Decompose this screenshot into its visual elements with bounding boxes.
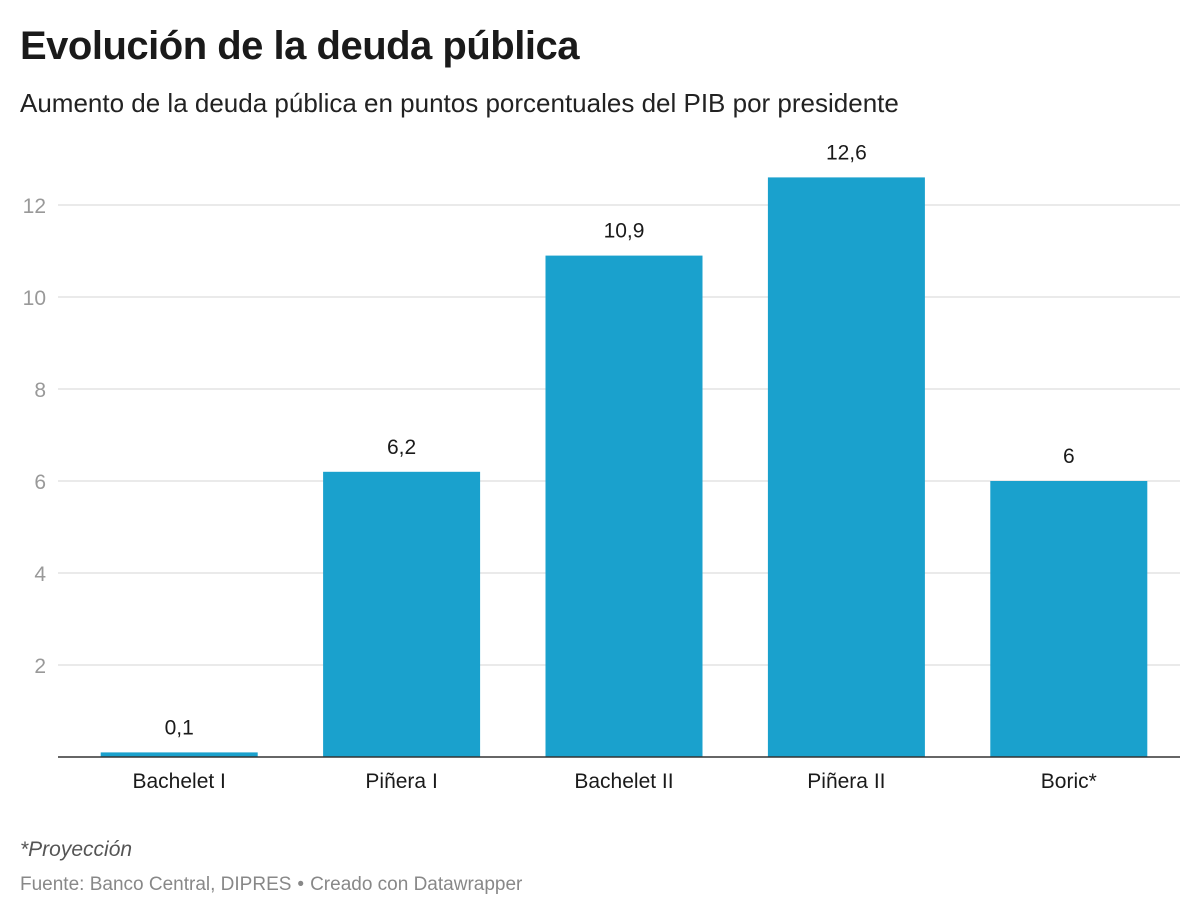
x-tick-label: Bachelet I (132, 770, 225, 793)
bar-chart: 2 4 6 8 10 12 0,1 Bachelet I 6,2 Piñera I 10,9 Bach… (23, 141, 1180, 793)
bar (767, 177, 925, 757)
bar-value-label: 6 (1063, 445, 1075, 468)
bar-value-label: 0,1 (165, 716, 194, 739)
bar (323, 471, 481, 757)
y-tick-label: 2 (34, 655, 46, 678)
bar-value-label: 10,9 (604, 220, 645, 243)
x-tick-label: Bachelet II (574, 770, 673, 793)
footnote: *Proyección (20, 838, 133, 861)
separator: • (297, 874, 305, 895)
y-tick-label: 6 (34, 471, 46, 494)
source-line: Fuente: Banco Central, DIPRES • Creado con… (20, 874, 522, 896)
y-tick-label: 10 (23, 287, 46, 310)
bar-value-label: 12,6 (826, 141, 867, 164)
credit-text: Creado con Datawrapper (310, 874, 523, 895)
x-tick-label: Piñera I (365, 770, 437, 793)
bar (990, 481, 1148, 757)
bar-value-label: 6,2 (387, 436, 416, 459)
y-tick-label: 4 (34, 563, 46, 586)
bar (545, 255, 703, 757)
x-tick-label: Boric* (1041, 770, 1097, 793)
chart-subtitle: Aumento de la deuda pública en puntos po… (20, 88, 899, 118)
y-tick-label: 8 (34, 379, 46, 402)
x-tick-label: Piñera II (807, 770, 885, 793)
y-tick-label: 12 (23, 195, 46, 218)
source-text: Fuente: Banco Central, DIPRES (20, 874, 292, 895)
bar (100, 752, 258, 757)
chart-title: Evolución de la deuda pública (20, 24, 579, 68)
